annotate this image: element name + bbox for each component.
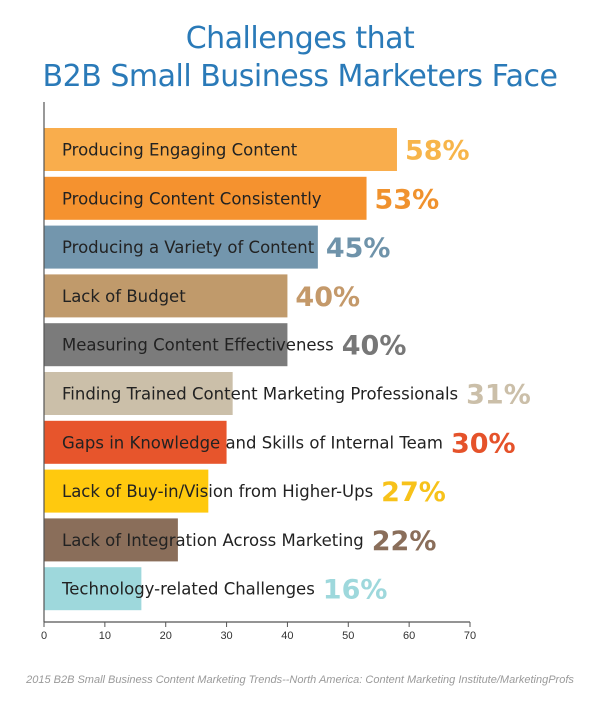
x-tick-label: 20: [160, 630, 172, 642]
bar-value-label: 40%: [295, 282, 360, 313]
x-tick-label: 0: [41, 630, 47, 642]
bar: [44, 420, 227, 464]
bar: [44, 225, 318, 269]
bar-value-label: 58%: [405, 136, 470, 167]
chart-title: Challenges that B2B Small Business Marke…: [0, 20, 600, 96]
chart-title-line-2: B2B Small Business Marketers Face: [42, 59, 558, 94]
x-tick-label: 30: [220, 630, 232, 642]
bar-value-label: 40%: [342, 331, 407, 362]
bar: [44, 567, 142, 611]
chart-title-line-1: Challenges that: [185, 21, 415, 56]
bar-category-label: Lack of Budget: [62, 287, 186, 306]
source-note: 2015 B2B Small Business Content Marketin…: [26, 674, 574, 686]
bar-category-label: Gaps in Knowledge and Skills of Internal…: [62, 433, 443, 452]
bar-category-label: Lack of Buy-in/Vision from Higher-Ups: [62, 482, 373, 501]
bar-category-label: Measuring Content Effectiveness: [62, 336, 334, 355]
bar-value-label: 31%: [466, 380, 531, 411]
bar-value-label: 16%: [323, 575, 388, 606]
bar-value-label: 30%: [451, 428, 516, 459]
x-tick-label: 40: [281, 630, 293, 642]
bar: [44, 518, 178, 562]
bar-category-label: Finding Trained Content Marketing Profes…: [62, 385, 458, 404]
bar-category-label: Producing a Variety of Content: [62, 238, 315, 257]
bar-category-label: Producing Content Consistently: [62, 189, 322, 208]
bar: [44, 128, 397, 171]
bar: [44, 323, 288, 367]
bar: [44, 274, 288, 318]
bar: [44, 469, 209, 513]
bar-value-label: 22%: [372, 526, 437, 557]
x-tick-label: 60: [403, 630, 415, 642]
bar: [44, 372, 233, 415]
bar-category-label: Producing Engaging Content: [62, 141, 298, 160]
bar: [44, 176, 367, 220]
bar-value-label: 45%: [326, 233, 391, 264]
bar-value-label: 53%: [375, 184, 440, 215]
x-tick-label: 50: [342, 630, 354, 642]
x-tick-label: 10: [99, 630, 111, 642]
x-tick-label: 70: [464, 630, 476, 642]
bar-chart: Producing Engaging Content 58% Producing C…: [41, 102, 531, 642]
bar-category-label: Technology-related Challenges: [61, 580, 315, 599]
bar-value-label: 27%: [381, 477, 446, 508]
bar-category-label: Lack of Integration Across Marketing: [62, 531, 364, 550]
